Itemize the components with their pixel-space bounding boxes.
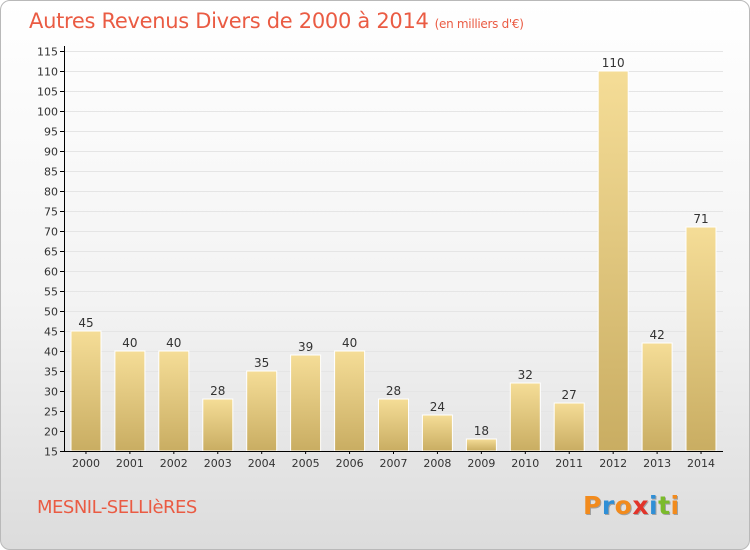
data-label: 39 [298, 340, 313, 354]
data-label: 40 [342, 336, 357, 350]
data-label: 42 [649, 328, 664, 342]
chart-title-text: Autres Revenus Divers de 2000 à 2014 [29, 9, 429, 33]
bar-2005 [290, 354, 322, 452]
y-tick-label: 75 [44, 206, 58, 219]
y-tick-label: 55 [44, 286, 58, 299]
chart-subtitle: (en milliers d'€) [434, 17, 524, 31]
data-label: 45 [78, 316, 93, 330]
y-tick-label: 40 [44, 346, 58, 359]
x-tick-label: 2013 [643, 457, 671, 470]
y-tick-label: 110 [37, 66, 58, 79]
logo-letter: i [649, 491, 659, 520]
data-labels: 45 40 40 28 35 39 40 28 24 18 32 27 110 42 71 [78, 56, 708, 438]
data-label: 40 [122, 336, 137, 350]
y-tick-label: 25 [44, 406, 58, 419]
bar-2011 [553, 402, 585, 452]
y-tick-label: 15 [44, 446, 58, 459]
x-tick-label: 2004 [248, 457, 276, 470]
x-tick-label: 2005 [292, 457, 320, 470]
bar-2009 [465, 438, 497, 452]
y-tick-label: 70 [44, 226, 58, 239]
y-tick-label: 50 [44, 306, 58, 319]
y-tick-label: 60 [44, 266, 58, 279]
x-tick-label: 2003 [204, 457, 232, 470]
y-tick-label: 65 [44, 246, 58, 259]
x-tick-label: 2009 [467, 457, 495, 470]
bar-2000 [70, 330, 102, 452]
bar-2003 [202, 398, 234, 452]
y-tick-label: 20 [44, 426, 58, 439]
x-tick-label: 2001 [116, 457, 144, 470]
bar-2008 [421, 414, 453, 452]
logo-letter: x [632, 491, 649, 520]
x-tick-label: 2014 [687, 457, 715, 470]
x-tick-label: 2008 [423, 457, 451, 470]
x-tick-label: 2007 [380, 457, 408, 470]
proxiti-logo: Proxiti [583, 491, 680, 520]
y-tick-label: 95 [44, 126, 58, 139]
data-label: 24 [430, 400, 445, 414]
axes: 15 20 25 30 35 40 45 50 55 60 65 70 75 80 85 90 95 100 105… [37, 46, 723, 470]
logo-letter: r [601, 491, 615, 520]
x-tick-label: 2011 [555, 457, 583, 470]
place-name: MESNIL-SELLIèRES [37, 497, 197, 518]
bar-2001 [114, 350, 146, 452]
x-tick-label: 2012 [599, 457, 627, 470]
logo-letter: o [614, 491, 633, 520]
bar-2014 [685, 226, 717, 452]
logo-letter: t [658, 491, 671, 520]
data-label: 71 [693, 212, 708, 226]
y-tick-label: 35 [44, 366, 58, 379]
x-tick-label: 2000 [72, 457, 100, 470]
y-tick-label: 85 [44, 166, 58, 179]
y-tick-label: 100 [37, 106, 58, 119]
logo-letter: P [583, 491, 602, 520]
data-label: 28 [386, 384, 401, 398]
bar-2007 [378, 398, 409, 452]
bar-2013 [641, 342, 673, 452]
y-tick-label: 90 [44, 146, 58, 159]
data-label: 35 [254, 356, 269, 370]
bar-2006 [334, 350, 366, 452]
data-label: 28 [210, 384, 225, 398]
y-tick-label: 30 [44, 386, 58, 399]
bar-2004 [246, 370, 278, 452]
x-tick-label: 2006 [336, 457, 364, 470]
bars [70, 70, 717, 452]
y-tick-label: 105 [37, 86, 58, 99]
x-tick-label: 2010 [511, 457, 539, 470]
bar-2002 [158, 350, 190, 452]
y-tick-label: 45 [44, 326, 58, 339]
data-label: 110 [602, 56, 625, 70]
bar-2012 [597, 70, 629, 452]
x-tick-label: 2002 [160, 457, 188, 470]
chart-title: Autres Revenus Divers de 2000 à 2014 (en … [29, 9, 524, 33]
data-label: 18 [474, 424, 489, 438]
logo-letter: i [670, 491, 680, 520]
y-tick-label: 115 [37, 46, 58, 59]
bar-2010 [509, 382, 541, 452]
data-label: 27 [562, 388, 577, 402]
data-label: 40 [166, 336, 181, 350]
data-label: 32 [518, 368, 533, 382]
y-tick-label: 80 [44, 186, 58, 199]
